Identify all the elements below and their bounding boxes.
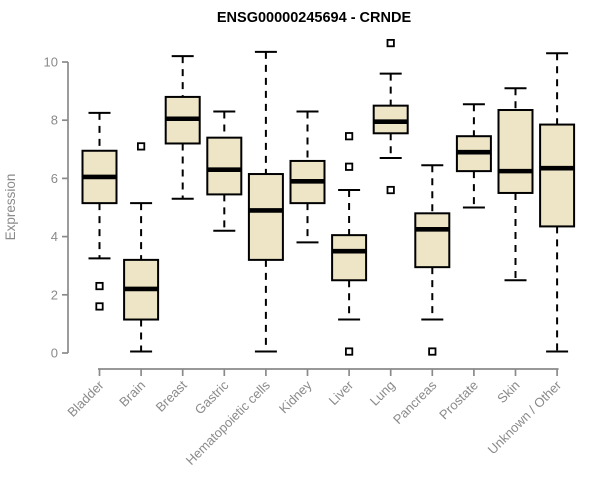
box-group-hematopoietic-cells (247, 50, 284, 353)
box-group-lung (372, 38, 409, 195)
outlier-point (136, 142, 146, 151)
y-tick-label: 6 (51, 171, 58, 186)
outlier-point (386, 185, 395, 195)
box-group-prostate (455, 103, 492, 209)
box-group-kidney (289, 110, 326, 244)
box-group-bladder (81, 111, 118, 311)
y-axis-label: Expression (3, 174, 18, 241)
iqr-box (539, 123, 576, 228)
box-group-pancreas (414, 164, 451, 356)
box-group-brain (123, 142, 160, 353)
iqr-box (331, 234, 368, 282)
x-tick-label: Unknown / Other (485, 377, 565, 457)
outlier-point (95, 281, 104, 291)
outlier-point (95, 302, 104, 311)
x-tick-label: Kidney (276, 377, 315, 416)
x-tick-label: Skin (494, 378, 522, 406)
iqr-box (497, 109, 534, 194)
outlier-point (344, 132, 354, 141)
y-tick-label: 2 (51, 287, 58, 302)
y-tick-label: 0 (51, 346, 58, 361)
x-tick-label: Gastric (192, 377, 232, 417)
box-group-liver (331, 132, 368, 356)
outlier-point (344, 162, 354, 171)
outlier-point (428, 347, 437, 356)
x-tick-label: Prostate (436, 378, 481, 423)
outlier-point (344, 347, 354, 356)
x-tick-label: Bladder (64, 377, 107, 420)
y-tick-label: 10 (44, 55, 58, 70)
x-tick-label: Pancreas (390, 377, 440, 427)
y-tick-label: 8 (51, 113, 58, 128)
x-tick-label: Brain (116, 378, 148, 410)
y-tick-label: 4 (51, 229, 58, 244)
box-group-breast (164, 55, 201, 200)
iqr-box (247, 173, 284, 261)
outlier-point (386, 38, 395, 48)
box-group-skin (497, 87, 534, 282)
box-group-gastric (206, 110, 243, 232)
x-tick-label: Liver (326, 377, 357, 408)
chart-title: ENSG00000245694 - CRNDE (217, 10, 412, 26)
x-tick-label: Breast (153, 377, 190, 414)
x-tick-label: Lung (367, 378, 398, 409)
iqr-box (414, 212, 451, 269)
iqr-box (206, 136, 243, 196)
box-group-unknown-other (539, 52, 576, 353)
